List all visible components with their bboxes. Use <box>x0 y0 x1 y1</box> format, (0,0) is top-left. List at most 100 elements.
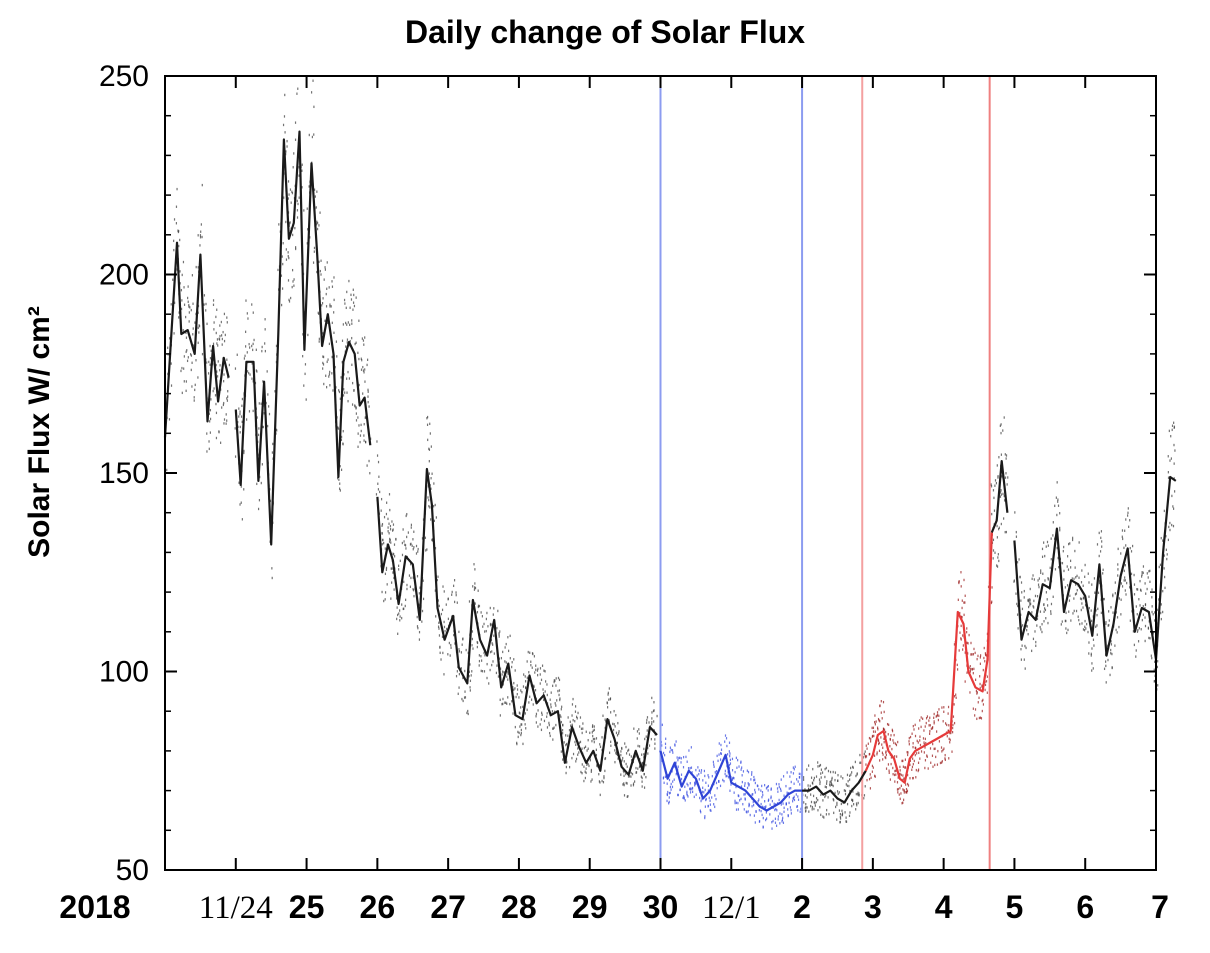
sample-dot <box>1024 644 1026 648</box>
sample-dot <box>441 608 444 612</box>
sample-dot <box>946 723 948 727</box>
sample-dot <box>468 600 471 603</box>
sample-dot <box>981 685 983 688</box>
sample-dot <box>484 630 486 633</box>
sample-dot <box>983 656 985 660</box>
sample-dot <box>444 629 446 633</box>
sample-dot <box>669 750 671 754</box>
sample-dot <box>1157 684 1159 687</box>
sample-dot <box>872 726 875 730</box>
sample-dot <box>929 724 931 727</box>
sample-dot <box>489 650 492 654</box>
sample-dot <box>241 518 243 521</box>
sample-dot <box>283 196 285 199</box>
sample-dot <box>1142 571 1144 575</box>
sample-dot <box>331 355 333 359</box>
sample-dot <box>1072 536 1074 540</box>
sample-dot <box>1158 565 1160 569</box>
sample-dot <box>747 782 749 785</box>
sample-dot <box>771 799 773 803</box>
sample-dot <box>495 671 498 675</box>
sample-dot <box>329 305 331 308</box>
sample-dot <box>1147 626 1149 629</box>
sample-dot <box>1141 573 1143 576</box>
sample-dot <box>911 765 914 769</box>
sample-dot <box>865 755 868 758</box>
sample-dot <box>920 750 923 753</box>
sample-dot <box>678 756 680 760</box>
sample-dot <box>337 476 339 480</box>
sample-dot <box>558 678 561 682</box>
sample-dot <box>1065 627 1067 630</box>
sample-dot <box>1116 631 1118 634</box>
sample-dot <box>1067 555 1069 558</box>
sample-dot <box>523 718 525 722</box>
sample-dot <box>528 671 530 674</box>
sample-dot <box>385 512 388 516</box>
sample-dot <box>1162 610 1164 614</box>
sample-dot <box>364 416 367 419</box>
sample-dot <box>505 642 507 646</box>
sample-dot <box>216 375 219 378</box>
sample-dot <box>1095 625 1097 628</box>
sample-dot <box>848 784 850 788</box>
sample-dot <box>668 791 671 795</box>
sample-dot <box>209 344 211 348</box>
sample-dot <box>852 790 854 793</box>
sample-dot <box>197 376 199 379</box>
sample-dot <box>602 780 605 784</box>
sample-dot <box>296 92 298 95</box>
sample-dot <box>524 680 527 683</box>
sample-dot <box>895 773 897 776</box>
sample-dot <box>342 429 344 433</box>
sample-dot <box>492 660 494 663</box>
sample-dot <box>368 405 370 408</box>
sample-dot <box>787 808 789 811</box>
sample-dot <box>323 382 325 386</box>
sample-dot <box>844 792 847 796</box>
sample-dot <box>606 701 608 705</box>
sample-dot <box>969 691 971 694</box>
sample-dot <box>520 706 522 709</box>
sample-dot <box>740 768 742 771</box>
sample-dot <box>627 749 629 753</box>
sample-dot <box>416 625 419 628</box>
sample-dot <box>315 223 318 226</box>
sample-dot <box>844 811 846 814</box>
sample-dot <box>352 308 354 311</box>
sample-dot <box>1160 536 1162 540</box>
sample-dot <box>549 734 551 738</box>
sample-dot <box>717 759 719 763</box>
sample-dot <box>1041 623 1043 626</box>
sample-dot <box>389 537 391 541</box>
sample-dot <box>689 787 691 790</box>
sample-dot <box>440 612 443 616</box>
sample-dot <box>213 321 215 324</box>
sample-dot <box>1069 542 1071 545</box>
sample-dot <box>507 696 509 699</box>
sample-dot <box>925 717 928 720</box>
sample-dot <box>686 792 688 795</box>
sample-dot <box>851 798 854 802</box>
sample-dot <box>635 766 637 770</box>
sample-dot <box>825 782 828 785</box>
sample-dot <box>421 609 424 613</box>
sample-dot <box>1171 424 1174 427</box>
sample-dot <box>669 746 671 749</box>
sample-dot <box>883 728 886 731</box>
sample-dot <box>765 805 767 808</box>
sample-dot <box>271 576 273 580</box>
sample-dot <box>820 768 823 771</box>
sample-dot <box>366 464 368 467</box>
sample-dot <box>646 716 649 719</box>
sample-dot <box>960 638 962 641</box>
sample-dot <box>608 698 610 701</box>
sample-dot <box>481 659 483 662</box>
sample-dot <box>318 260 320 264</box>
sample-dot <box>1004 476 1007 479</box>
sample-dot <box>1117 563 1119 566</box>
sample-dot <box>241 420 243 424</box>
x-tick-label: 3 <box>864 889 882 925</box>
sample-dot <box>209 420 211 423</box>
sample-dot <box>914 746 916 750</box>
